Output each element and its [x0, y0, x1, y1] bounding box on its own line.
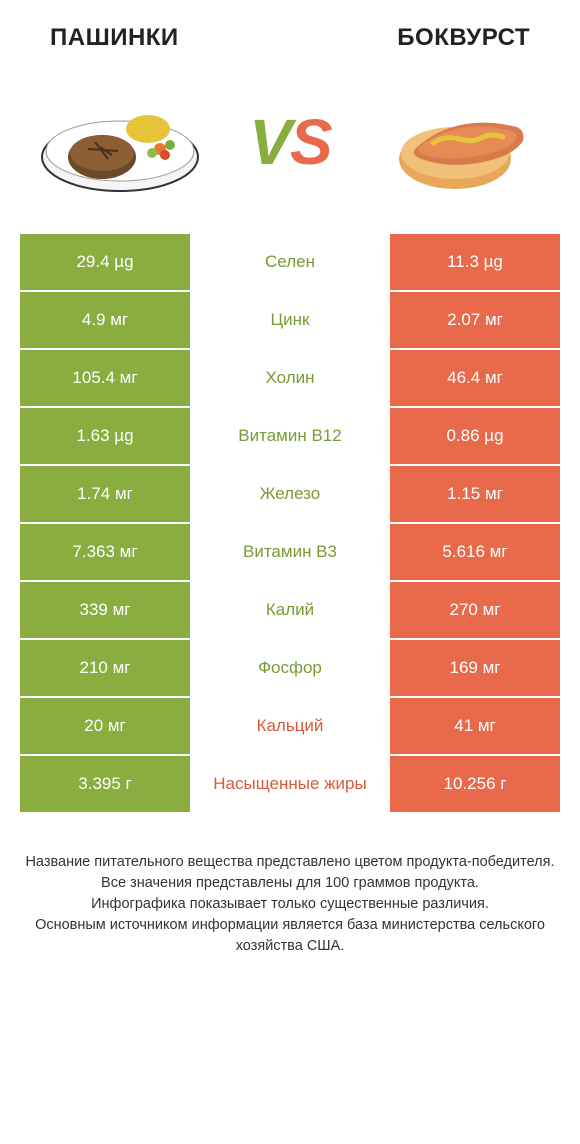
left-value-cell: 4.9 мг: [20, 292, 190, 348]
footnote-line: Все значения представлены для 100 граммо…: [20, 873, 560, 894]
right-product-title: БОКВУРСТ: [397, 24, 530, 52]
table-row: 339 мгКалий270 мг: [20, 580, 560, 638]
left-value-cell: 1.63 µg: [20, 408, 190, 464]
table-row: 105.4 мгХолин46.4 мг: [20, 348, 560, 406]
right-value-cell: 10.256 г: [390, 756, 560, 812]
nutrient-name-cell: Холин: [190, 350, 390, 406]
table-row: 29.4 µgСелен11.3 µg: [20, 232, 560, 290]
nutrient-name-cell: Селен: [190, 234, 390, 290]
left-value-cell: 105.4 мг: [20, 350, 190, 406]
left-value-cell: 339 мг: [20, 582, 190, 638]
right-value-cell: 5.616 мг: [390, 524, 560, 580]
table-row: 1.74 мгЖелезо1.15 мг: [20, 464, 560, 522]
left-value-cell: 3.395 г: [20, 756, 190, 812]
nutrient-name-cell: Фосфор: [190, 640, 390, 696]
table-row: 4.9 мгЦинк2.07 мг: [20, 290, 560, 348]
nutrient-name-cell: Витамин B12: [190, 408, 390, 464]
right-value-cell: 270 мг: [390, 582, 560, 638]
nutrient-name-cell: Цинк: [190, 292, 390, 348]
nutrient-name-cell: Насыщенные жиры: [190, 756, 390, 812]
vs-v: V: [249, 106, 290, 178]
vs-s: S: [290, 106, 331, 178]
nutrient-name-cell: Витамин B3: [190, 524, 390, 580]
right-value-cell: 0.86 µg: [390, 408, 560, 464]
right-value-cell: 46.4 мг: [390, 350, 560, 406]
table-row: 7.363 мгВитамин B35.616 мг: [20, 522, 560, 580]
comparison-table: 29.4 µgСелен11.3 µg4.9 мгЦинк2.07 мг105.…: [0, 232, 580, 812]
nutrient-name-cell: Кальций: [190, 698, 390, 754]
table-row: 1.63 µgВитамин B120.86 µg: [20, 406, 560, 464]
nutrient-name-cell: Железо: [190, 466, 390, 522]
footnote: Название питательного вещества представл…: [0, 812, 580, 977]
table-row: 3.395 гНасыщенные жиры10.256 г: [20, 754, 560, 812]
right-food-image: [380, 82, 540, 202]
header: ПАШИНКИ БОКВУРСТ: [0, 0, 580, 62]
left-product-title: ПАШИНКИ: [50, 24, 179, 52]
right-value-cell: 169 мг: [390, 640, 560, 696]
footnote-line: Основным источником информации является …: [20, 915, 560, 957]
table-row: 210 мгФосфор169 мг: [20, 638, 560, 696]
right-value-cell: 1.15 мг: [390, 466, 560, 522]
table-row: 20 мгКальций41 мг: [20, 696, 560, 754]
left-value-cell: 7.363 мг: [20, 524, 190, 580]
footnote-line: Название питательного вещества представл…: [20, 852, 560, 873]
vs-section: VS: [0, 62, 580, 232]
vs-label: VS: [249, 105, 330, 179]
left-value-cell: 210 мг: [20, 640, 190, 696]
right-value-cell: 11.3 µg: [390, 234, 560, 290]
left-food-image: [40, 82, 200, 202]
footnote-line: Инфографика показывает только существенн…: [20, 894, 560, 915]
right-value-cell: 2.07 мг: [390, 292, 560, 348]
left-value-cell: 1.74 мг: [20, 466, 190, 522]
nutrient-name-cell: Калий: [190, 582, 390, 638]
left-value-cell: 20 мг: [20, 698, 190, 754]
right-value-cell: 41 мг: [390, 698, 560, 754]
left-value-cell: 29.4 µg: [20, 234, 190, 290]
